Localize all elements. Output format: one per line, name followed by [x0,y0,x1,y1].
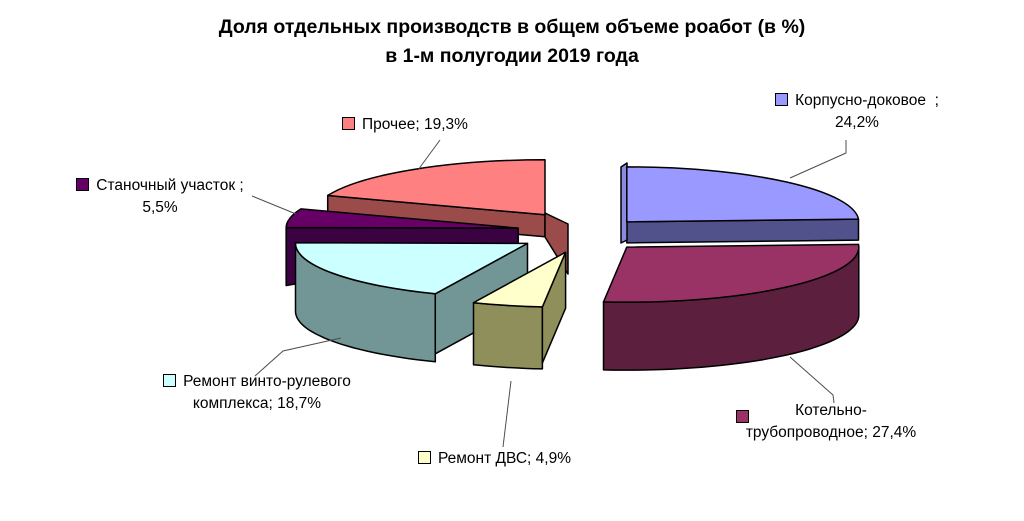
legend-swatch-dvs [418,451,431,464]
pie-slice-4-top [285,208,519,229]
chart-title-line1: Доля отдельных производств в общем объем… [218,16,806,38]
leader-line-3 [254,337,342,377]
leader-line-5 [789,356,835,404]
data-label-text: Ремонт винто-рулевого [183,373,351,390]
legend-swatch-kotelno [736,410,749,423]
pie-slice-2-top [472,251,567,308]
data-label-text: Прочее; 19,3% [362,116,468,133]
pie-slice-0-top [626,166,860,223]
data-label-prochee: Прочее; 19,3% [342,114,468,136]
data-label-vinto: Ремонт винто-рулевого комплекса; 18,7% [148,371,366,415]
data-label-value: комплекса; 18,7% [192,395,322,412]
data-label-kotelno: Котельно- трубопроводное; 27,4% [728,400,934,444]
leader-line-2 [251,195,297,215]
pie-slice-3-top [294,241,529,295]
chart-title-line2: в 1-м полугодии 2019 года [385,45,639,67]
pie-slice-2-rim [472,301,544,370]
pie-slice-1-top [602,243,860,303]
data-label-korpusno: Корпусно-доковое ; 24,2% [752,90,962,134]
data-label-text: Ремонт ДВС; 4,9% [438,450,571,467]
leader-line-1 [789,140,847,179]
chart-title: Доля отдельных производств в общем объем… [0,13,1024,71]
legend-swatch-vinto [163,374,177,387]
data-label-dvs: Ремонт ДВС; 4,9% [418,448,571,470]
data-label-value: 24,2% [835,114,879,131]
data-label-value: 5,5% [142,199,178,216]
leader-line-4 [502,380,512,448]
legend-swatch-prochee [342,117,355,130]
data-label-text: Корпусно-доковое ; [795,92,939,109]
legend-swatch-stanochny [76,178,90,191]
legend-swatch-korpusno [775,93,789,106]
pie-slice-5-top [326,159,546,216]
data-label-stanochny: Станочный участок ; 5,5% [62,175,258,219]
pie-slice-0-cut-face [626,218,860,244]
data-label-text: Станочный участок ; [96,177,244,194]
leader-line-0 [417,139,441,171]
data-label-text: Котельно- [795,402,867,419]
data-label-value: трубопроводное; 27,4% [745,424,917,441]
